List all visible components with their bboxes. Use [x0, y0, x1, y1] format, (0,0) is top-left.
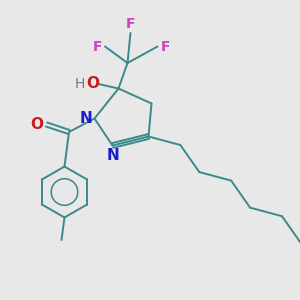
Text: F: F: [126, 16, 135, 31]
Text: H: H: [74, 77, 85, 91]
Text: O: O: [30, 117, 43, 132]
Text: F: F: [160, 40, 170, 53]
Text: N: N: [106, 148, 119, 163]
Text: O: O: [86, 76, 100, 92]
Text: F: F: [92, 40, 102, 53]
Text: N: N: [79, 111, 92, 126]
